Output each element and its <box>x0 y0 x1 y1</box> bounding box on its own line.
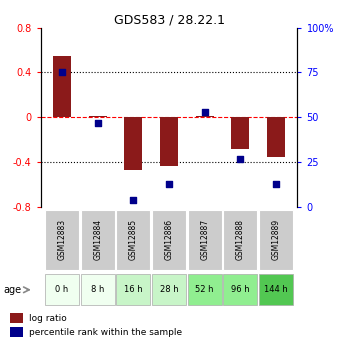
FancyBboxPatch shape <box>80 210 115 269</box>
Text: GSM12886: GSM12886 <box>165 219 173 260</box>
Text: 96 h: 96 h <box>231 285 250 294</box>
Bar <box>196 116 214 117</box>
FancyBboxPatch shape <box>80 274 115 305</box>
Bar <box>89 116 106 117</box>
Text: GSM12883: GSM12883 <box>57 219 67 260</box>
Text: log ratio: log ratio <box>29 314 67 323</box>
Bar <box>10 313 23 323</box>
FancyBboxPatch shape <box>223 274 258 305</box>
Bar <box>53 56 71 117</box>
Bar <box>10 327 23 337</box>
Bar <box>267 117 285 157</box>
Point <box>59 70 65 75</box>
FancyBboxPatch shape <box>116 210 150 269</box>
Bar <box>232 117 249 149</box>
Point <box>273 181 279 186</box>
FancyBboxPatch shape <box>45 210 79 269</box>
Text: percentile rank within the sample: percentile rank within the sample <box>29 327 183 336</box>
Point <box>95 120 100 126</box>
Bar <box>124 117 142 170</box>
Text: 0 h: 0 h <box>55 285 69 294</box>
FancyBboxPatch shape <box>152 210 186 269</box>
FancyBboxPatch shape <box>188 210 222 269</box>
Text: GSM12884: GSM12884 <box>93 219 102 260</box>
Text: 28 h: 28 h <box>160 285 178 294</box>
Point <box>238 156 243 161</box>
FancyBboxPatch shape <box>116 274 150 305</box>
Text: GSM12888: GSM12888 <box>236 219 245 260</box>
FancyBboxPatch shape <box>259 274 293 305</box>
Text: GSM12887: GSM12887 <box>200 219 209 260</box>
FancyBboxPatch shape <box>259 210 293 269</box>
Point <box>166 181 172 186</box>
Text: GSM12889: GSM12889 <box>271 219 281 260</box>
Text: 144 h: 144 h <box>264 285 288 294</box>
Point <box>130 197 136 203</box>
FancyBboxPatch shape <box>45 274 79 305</box>
Text: 16 h: 16 h <box>124 285 143 294</box>
Point <box>202 109 208 115</box>
Text: age: age <box>3 285 22 295</box>
Title: GDS583 / 28.22.1: GDS583 / 28.22.1 <box>114 13 224 27</box>
FancyBboxPatch shape <box>223 210 258 269</box>
Bar <box>160 117 178 166</box>
Text: 8 h: 8 h <box>91 285 104 294</box>
FancyBboxPatch shape <box>188 274 222 305</box>
Text: 52 h: 52 h <box>195 285 214 294</box>
FancyBboxPatch shape <box>152 274 186 305</box>
Text: GSM12885: GSM12885 <box>129 219 138 260</box>
